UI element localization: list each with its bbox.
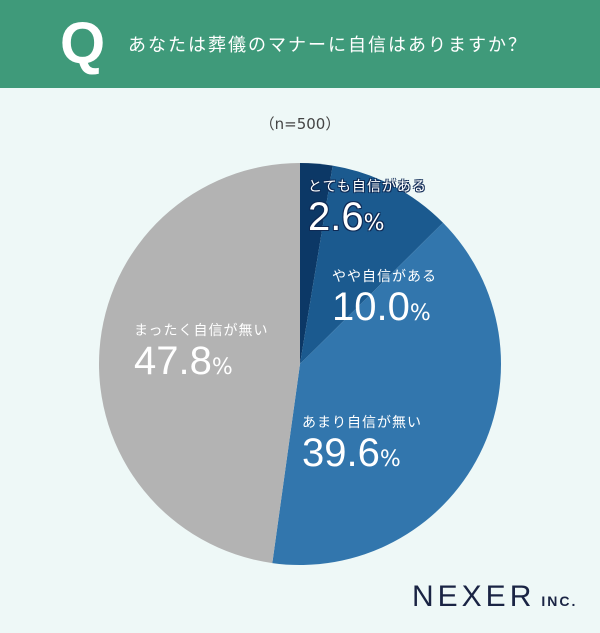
pie-slice [272, 222, 501, 566]
question-header: Q あなたは葬儀のマナーに自信はありますか？ [0, 0, 600, 88]
label-not-very-confident: あまり自信が無い 39.6% [302, 415, 422, 475]
label-somewhat-confident: やや自信がある 10.0% [332, 269, 437, 329]
sample-size: （n=500） [259, 115, 341, 133]
q-letter: Q [60, 11, 106, 76]
pie-slice [300, 165, 444, 364]
pie-slice [300, 163, 333, 364]
question-text: あなたは葬儀のマナーに自信はありますか？ [128, 35, 528, 56]
label-very-confident: とても自信がある 2.6% [308, 179, 427, 239]
pie-slice [99, 163, 300, 564]
label-not-confident-at-all: まったく自信が無い 47.8% [134, 323, 269, 383]
nexer-logo: NEXER INC. [412, 580, 578, 613]
